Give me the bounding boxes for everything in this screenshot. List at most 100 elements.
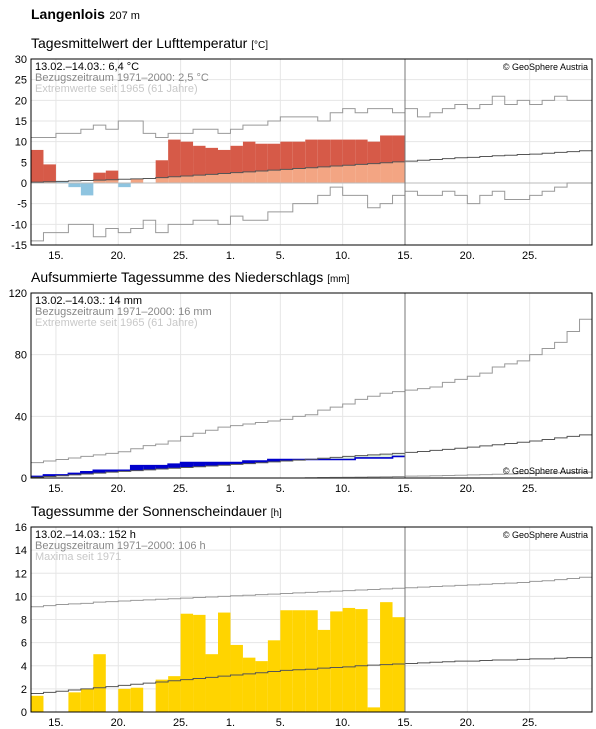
precipitation-surplus-bar bbox=[105, 470, 119, 473]
sunshine-bar bbox=[80, 688, 94, 712]
temperature-warm-bar bbox=[367, 141, 381, 164]
x-tick-label: 1. bbox=[226, 483, 235, 495]
y-tick-label: -5 bbox=[17, 199, 27, 211]
temperature-warm-bar bbox=[43, 164, 56, 182]
precipitation-surplus-bar bbox=[168, 464, 181, 469]
y-tick-label: -15 bbox=[11, 240, 27, 252]
temperature-warm-bar bbox=[292, 141, 306, 169]
precipitation-surplus-bar bbox=[180, 462, 194, 468]
y-tick-label: 25 bbox=[15, 75, 27, 87]
x-tick-label: 25. bbox=[522, 717, 537, 729]
temperature-base-bar bbox=[168, 176, 181, 183]
temperature-warm-bar bbox=[392, 135, 405, 162]
sunshine-bar bbox=[317, 629, 331, 712]
temperature-base-bar bbox=[317, 166, 331, 183]
x-tick-label: 5. bbox=[276, 717, 285, 729]
x-tick-label: 25. bbox=[522, 483, 537, 495]
x-tick-label: 15. bbox=[397, 717, 412, 729]
temperature-warm-bar bbox=[255, 143, 268, 172]
precipitation-surplus-bar bbox=[218, 462, 231, 466]
temperature-warm-bar bbox=[168, 139, 181, 177]
maxima-line bbox=[31, 576, 592, 608]
y-tick-label: -10 bbox=[11, 219, 27, 231]
precipitation-actual-line bbox=[31, 455, 405, 478]
temperature-base-bar bbox=[242, 171, 256, 183]
temperature-base-bar bbox=[330, 166, 343, 183]
sunshine-bar bbox=[342, 607, 356, 712]
normal-line bbox=[31, 434, 592, 478]
precipitation-deficit-bar bbox=[355, 455, 368, 458]
temperature-warm-bar bbox=[105, 170, 119, 180]
x-tick-label: 20. bbox=[460, 717, 475, 729]
y-tick-label: 12 bbox=[15, 568, 27, 580]
sunshine-bar bbox=[218, 612, 231, 712]
temperature-warm-bar bbox=[280, 141, 293, 170]
y-tick-label: 30 bbox=[15, 54, 27, 66]
y-tick-label: 0 bbox=[21, 178, 27, 190]
temperature-warm-bar bbox=[330, 139, 343, 167]
y-tick-label: 40 bbox=[15, 411, 27, 423]
precipitation-deficit-bar bbox=[380, 454, 393, 458]
precipitation-deficit-bar bbox=[330, 457, 343, 460]
y-tick-label: 4 bbox=[21, 661, 27, 673]
x-tick-label: 10. bbox=[335, 483, 350, 495]
temperature-warm-bar bbox=[93, 172, 106, 181]
plot-frame bbox=[30, 526, 593, 713]
sunshine-bar bbox=[93, 654, 106, 712]
plot-frame bbox=[30, 292, 593, 479]
sunshine-bar bbox=[180, 613, 194, 712]
y-tick-label: 14 bbox=[15, 545, 27, 557]
x-tick-label: 15. bbox=[48, 717, 63, 729]
sunshine-bar bbox=[31, 695, 44, 712]
temperature-base-bar bbox=[43, 181, 56, 183]
x-tick-label: 20. bbox=[460, 483, 475, 495]
sunshine-bar bbox=[193, 614, 206, 712]
sunshine-bar bbox=[155, 679, 169, 712]
sunshine-unit: [h] bbox=[270, 508, 282, 519]
temperature-warm-bar bbox=[242, 141, 256, 172]
sunshine-bar bbox=[280, 610, 293, 712]
temperature-warm-bar bbox=[155, 160, 169, 178]
temperature-warm-bar bbox=[267, 143, 281, 171]
temperature-base-bar bbox=[218, 173, 231, 183]
info-current: 13.02.–14.03.: 14 mm bbox=[35, 295, 142, 307]
temperature-base-bar bbox=[380, 162, 393, 183]
y-tick-label: 6 bbox=[21, 638, 27, 650]
sunshine-bar bbox=[230, 644, 243, 712]
temperature-base-bar bbox=[267, 170, 281, 183]
precipitation-surplus-bar bbox=[93, 470, 106, 474]
sunshine-bar bbox=[68, 692, 81, 712]
temperature-unit: [°C] bbox=[251, 40, 268, 51]
copyright-text: © GeoSphere Austria bbox=[503, 530, 588, 540]
x-tick-label: 10. bbox=[335, 717, 350, 729]
temperature-base-bar bbox=[105, 179, 119, 183]
precipitation-surplus-bar bbox=[80, 471, 94, 474]
temperature-base-bar bbox=[130, 178, 144, 183]
temperature-warm-bar bbox=[342, 139, 356, 166]
extreme-min-line bbox=[31, 182, 592, 242]
precipitation-chart-title: Aufsummierte Tagessumme des Niederschlag… bbox=[31, 269, 349, 285]
sunshine-bar bbox=[392, 617, 405, 712]
info-extremes: Maxima seit 1971 bbox=[35, 551, 121, 563]
info-reference: Bezugszeitraum 1971–2000: 16 mm bbox=[35, 306, 212, 318]
precipitation-surplus-bar bbox=[155, 465, 169, 470]
temperature-warm-bar bbox=[31, 149, 44, 183]
precipitation-deficit-bar bbox=[342, 456, 356, 460]
temperature-warm-bar bbox=[193, 145, 206, 176]
temperature-base-bar bbox=[230, 172, 243, 183]
sunshine-bar bbox=[305, 610, 318, 712]
x-tick-label: 1. bbox=[226, 250, 235, 262]
info-reference: Bezugszeitraum 1971–2000: 2,5 °C bbox=[35, 72, 209, 84]
x-tick-label: 15. bbox=[397, 250, 412, 262]
precipitation-bars bbox=[31, 453, 405, 478]
info-extremes: Extremwerte seit 1965 (61 Jahre) bbox=[35, 317, 198, 329]
sunshine-chart: 0 2 4 6 8 10 12 14 16 15. 20. 25. 1. 5. 10. 15. 20. 25. 13… bbox=[15, 522, 593, 729]
copyright-text: © GeoSphere Austria bbox=[503, 466, 588, 476]
y-tick-label: 10 bbox=[15, 591, 27, 603]
precipitation-unit: [mm] bbox=[327, 274, 350, 285]
precipitation-surplus-bar bbox=[193, 462, 206, 467]
temperature-warm-bar bbox=[218, 149, 231, 174]
x-tick-label: 10. bbox=[335, 250, 350, 262]
x-tick-label: 20. bbox=[111, 483, 126, 495]
temperature-base-bar bbox=[355, 164, 368, 183]
